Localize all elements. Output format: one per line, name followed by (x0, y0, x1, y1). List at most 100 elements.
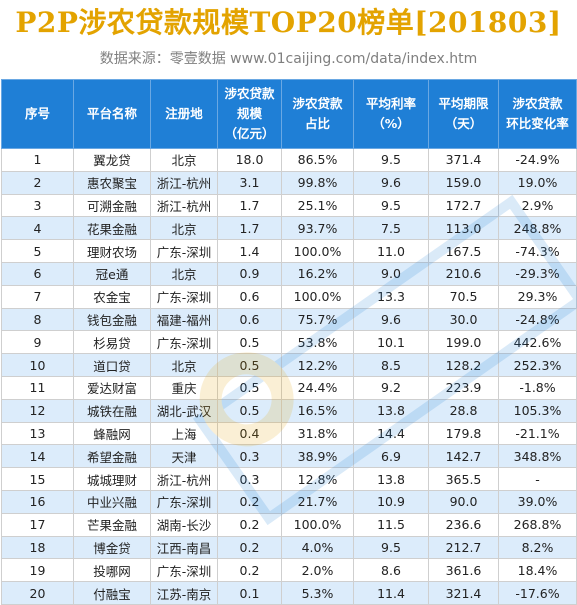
table-row: 3 可溯金融 浙江-杭州 1.7 25.1% 9.5 172.7 2.9% (1, 193, 577, 218)
cell-location: 浙江-杭州 (150, 193, 218, 218)
column-header-mom: 涉农贷款 环比变化率 (498, 79, 577, 149)
cell-share: 12.8% (281, 467, 354, 491)
cell-location: 北京 (150, 148, 218, 172)
cell-rank: 5 (1, 239, 74, 263)
cell-term: 371.4 (428, 148, 499, 172)
cell-platform: 惠农聚宝 (73, 170, 151, 195)
cell-location: 北京 (150, 216, 218, 241)
cell-rate: 9.2 (353, 375, 429, 400)
cell-mom: -17.6% (498, 581, 577, 605)
cell-term: 236.6 (428, 512, 499, 537)
cell-term: 210.6 (428, 261, 499, 286)
cell-mom: -1.8% (498, 375, 577, 400)
cell-share: 12.2% (281, 353, 354, 377)
cell-location: 广东-深圳 (150, 239, 218, 263)
table-row: 2 惠农聚宝 浙江-杭州 3.1 99.8% 9.6 159.0 19.0% (1, 170, 577, 195)
cell-rate: 9.5 (353, 148, 429, 172)
cell-platform: 道口贷 (73, 353, 151, 377)
cell-mom: - (498, 467, 577, 491)
cell-scale: 1.7 (217, 216, 282, 241)
table-body: 1 翼龙贷 北京 18.0 86.5% 9.5 371.4 -24.9% 2 惠农聚宝 浙江-杭州 3… (1, 148, 577, 605)
cell-location: 北京 (150, 261, 218, 286)
cell-scale: 0.1 (217, 581, 282, 605)
table-header-row: 序号 平台名称 注册地 涉农贷款 规模 （亿元） 涉农贷款 占比 平均利率 （%） 平均期限… (1, 79, 577, 149)
cell-platform: 杉易贷 (73, 330, 151, 355)
cell-mom: 252.3% (498, 353, 577, 377)
cell-share: 31.8% (281, 421, 354, 446)
cell-mom: 2.9% (498, 193, 577, 218)
cell-platform: 爱达财富 (73, 375, 151, 400)
cell-share: 75.7% (281, 307, 354, 332)
cell-rate: 8.5 (353, 353, 429, 377)
cell-scale: 0.5 (217, 398, 282, 423)
cell-mom: 19.0% (498, 170, 577, 195)
table-row: 5 理财农场 广东-深圳 1.4 100.0% 11.0 167.5 -74.3% (1, 239, 577, 263)
table-row: 9 杉易贷 广东-深圳 0.5 53.8% 10.1 199.0 442.6% (1, 330, 577, 355)
table-row: 13 蜂融网 上海 0.4 31.8% 14.4 179.8 -21.1% (1, 421, 577, 446)
cell-rank: 6 (1, 261, 74, 286)
table-row: 12 城铁在融 湖北-武汉 0.5 16.5% 13.8 28.8 105.3% (1, 398, 577, 423)
column-header-platform: 平台名称 (73, 79, 151, 149)
cell-rate: 13.8 (353, 398, 429, 423)
cell-rank: 10 (1, 353, 74, 377)
cell-platform: 城铁在融 (73, 398, 151, 423)
cell-rank: 7 (1, 284, 74, 309)
table-row: 20 付融宝 江苏-南京 0.1 5.3% 11.4 321.4 -17.6% (1, 581, 577, 605)
cell-rate: 10.9 (353, 489, 429, 514)
cell-scale: 0.2 (217, 558, 282, 583)
cell-location: 北京 (150, 353, 218, 377)
cell-share: 16.2% (281, 261, 354, 286)
cell-rank: 16 (1, 489, 74, 514)
cell-rate: 13.3 (353, 284, 429, 309)
column-header-scale: 涉农贷款 规模 （亿元） (217, 79, 282, 149)
cell-mom: 442.6% (498, 330, 577, 355)
cell-mom: 29.3% (498, 284, 577, 309)
cell-term: 30.0 (428, 307, 499, 332)
cell-platform: 翼龙贷 (73, 148, 151, 172)
cell-share: 86.5% (281, 148, 354, 172)
cell-scale: 0.2 (217, 512, 282, 537)
cell-term: 90.0 (428, 489, 499, 514)
cell-mom: 39.0% (498, 489, 577, 514)
cell-scale: 0.2 (217, 535, 282, 560)
table-row: 1 翼龙贷 北京 18.0 86.5% 9.5 371.4 -24.9% (1, 148, 577, 172)
cell-rate: 11.5 (353, 512, 429, 537)
column-header-location: 注册地 (150, 79, 218, 149)
cell-term: 179.8 (428, 421, 499, 446)
cell-rate: 10.1 (353, 330, 429, 355)
cell-scale: 0.2 (217, 489, 282, 514)
cell-scale: 0.5 (217, 375, 282, 400)
cell-platform: 冠e通 (73, 261, 151, 286)
cell-platform: 理财农场 (73, 239, 151, 263)
cell-rate: 9.5 (353, 193, 429, 218)
cell-share: 2.0% (281, 558, 354, 583)
cell-rank: 14 (1, 444, 74, 469)
cell-share: 99.8% (281, 170, 354, 195)
cell-share: 100.0% (281, 512, 354, 537)
cell-term: 159.0 (428, 170, 499, 195)
cell-rate: 9.0 (353, 261, 429, 286)
cell-mom: -29.3% (498, 261, 577, 286)
cell-rank: 4 (1, 216, 74, 241)
table-row: 10 道口贷 北京 0.5 12.2% 8.5 128.2 252.3% (1, 353, 577, 377)
cell-location: 广东-深圳 (150, 330, 218, 355)
cell-platform: 投哪网 (73, 558, 151, 583)
cell-mom: -21.1% (498, 421, 577, 446)
cell-mom: 18.4% (498, 558, 577, 583)
table-row: 17 芒果金融 湖南-长沙 0.2 100.0% 11.5 236.6 268.8% (1, 512, 577, 537)
page-title: P2P涉农贷款规模TOP20榜单[201803] (15, 6, 562, 39)
cell-share: 53.8% (281, 330, 354, 355)
cell-term: 70.5 (428, 284, 499, 309)
cell-share: 100.0% (281, 239, 354, 263)
table-row: 4 花果金融 北京 1.7 93.7% 7.5 113.0 248.8% (1, 216, 577, 241)
cell-platform: 蜂融网 (73, 421, 151, 446)
cell-mom: 268.8% (498, 512, 577, 537)
cell-platform: 农金宝 (73, 284, 151, 309)
cell-mom: -24.9% (498, 148, 577, 172)
cell-scale: 0.3 (217, 444, 282, 469)
column-header-rank: 序号 (1, 79, 74, 149)
cell-location: 重庆 (150, 375, 218, 400)
table-row: 18 博金贷 江西-南昌 0.2 4.0% 9.5 212.7 8.2% (1, 535, 577, 560)
cell-rate: 9.5 (353, 535, 429, 560)
cell-location: 江西-南昌 (150, 535, 218, 560)
